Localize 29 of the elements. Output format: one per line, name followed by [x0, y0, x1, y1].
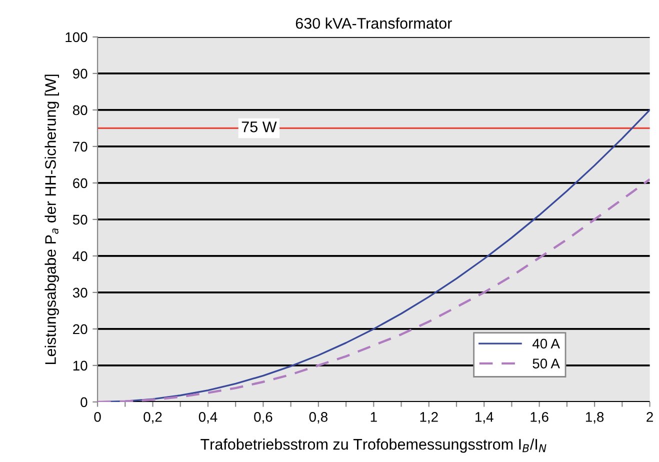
y-tick-label: 10 [73, 360, 88, 371]
x-tick-label: 1 [370, 412, 377, 422]
x-tick-label: 1,6 [530, 412, 548, 424]
x-tick-label: 1,4 [476, 412, 494, 424]
x-tick-label: 1,8 [586, 412, 604, 424]
y-tick-label: 70 [73, 142, 88, 152]
y-tick-label: 20 [73, 324, 88, 334]
y-axis-title: Leistungsabgabe P$_{a}$ der HH-Sicherung [W] [44, 74, 59, 364]
y-tick-label: 90 [73, 68, 88, 79]
y-tick-label: 100 [66, 32, 88, 42]
x-tick-label: 2 [646, 412, 653, 422]
legend-label: 50 A [532, 358, 560, 368]
y-tick-label: 30 [72, 288, 88, 298]
x-tick-label: 0 [94, 412, 101, 422]
x-tick-label: 1,2 [420, 412, 438, 424]
x-tick-label: 0,6 [254, 412, 272, 424]
legend-label: 40 A [532, 338, 560, 349]
y-tick-label: 40 [72, 251, 88, 262]
y-tick-label: 80 [72, 105, 88, 116]
x-tick-label: 0,8 [309, 412, 328, 424]
y-tick-label: 60 [73, 178, 88, 188]
line-series [98, 178, 650, 402]
chart-title: 630 kVA-Transformator [296, 18, 452, 29]
y-tick-label: 50 [72, 214, 88, 225]
y-tick-label: 0 [80, 397, 88, 408]
x-axis-title: Trafobetriebsstrom zu Trofobemessungsstrom I$_{B}$/I$_{N}$ [200, 438, 546, 453]
x-tick-label: 0,2 [144, 412, 162, 424]
ref-line-label: 75 W [242, 122, 277, 132]
x-tick-label: 0,4 [198, 412, 218, 424]
